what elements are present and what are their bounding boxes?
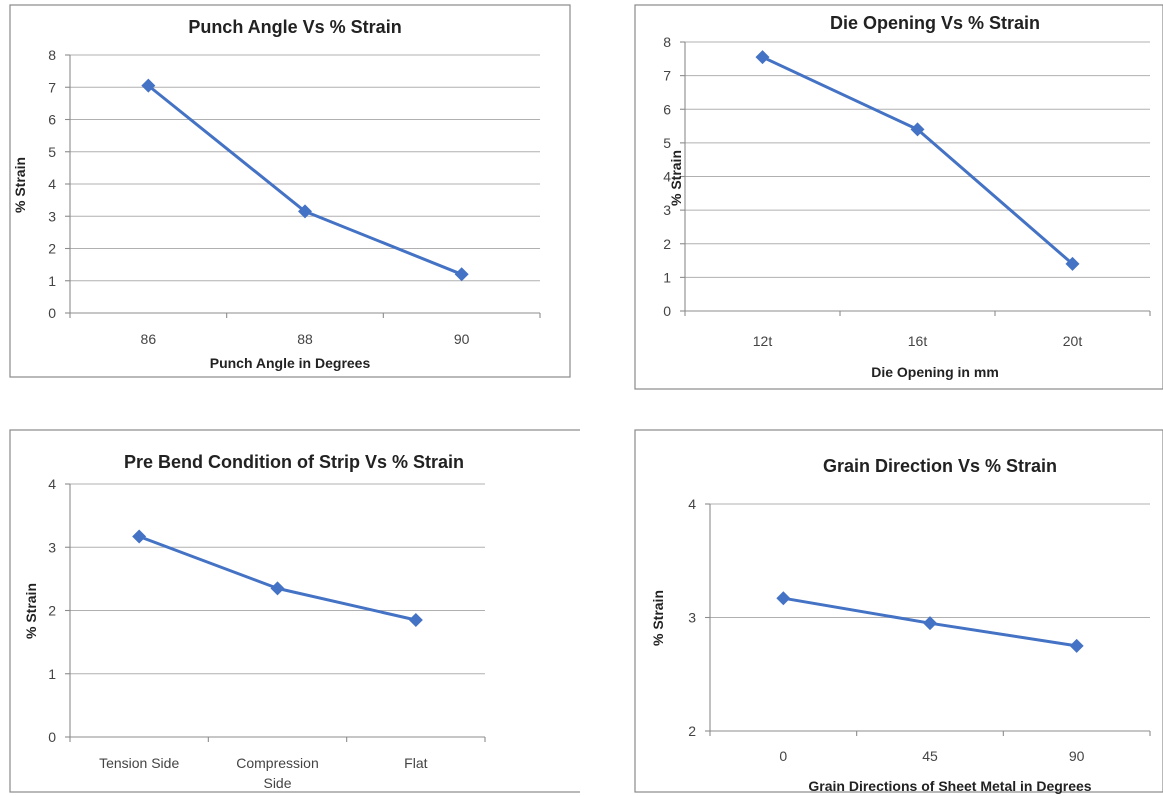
y-tick-label: 3 xyxy=(48,208,56,224)
y-tick-label: 4 xyxy=(663,169,671,185)
y-tick-label: 0 xyxy=(48,305,56,321)
y-tick-label: 8 xyxy=(48,47,56,63)
y-tick-label: 7 xyxy=(48,79,56,95)
x-tick-label: 20t xyxy=(1063,333,1083,349)
chart-panel-3: 0 1 2 3 4 Tension Side Compression Side Flat Pre … xyxy=(0,398,589,796)
data-point xyxy=(923,616,937,631)
y-tick-label: 8 xyxy=(663,34,671,50)
chart-panel-4: 2 3 4 0 45 90 Grain Direction Vs % Strain Grain… xyxy=(580,398,1163,796)
y-tick-label: 1 xyxy=(663,269,671,285)
chart-frame xyxy=(634,429,1163,793)
y-tick-label: 1 xyxy=(48,666,56,682)
data-point xyxy=(454,267,469,282)
data-point xyxy=(1069,638,1084,653)
y-tick-label: 2 xyxy=(48,603,56,619)
x-axis-label: Punch Angle in Degrees xyxy=(210,355,371,371)
x-tick-label: Flat xyxy=(404,755,427,771)
y-tick-label: 3 xyxy=(663,202,671,218)
data-point xyxy=(1065,256,1080,271)
y-tick-label: 6 xyxy=(663,101,671,117)
y-tick-label: 1 xyxy=(48,273,56,289)
y-tick-label: 3 xyxy=(48,539,56,555)
x-tick-label: Tension Side xyxy=(99,755,179,771)
y-tick-label: 0 xyxy=(48,729,56,745)
y-tick-label: 4 xyxy=(48,176,56,192)
data-point xyxy=(910,122,925,137)
y-axis-label: % Strain xyxy=(650,590,666,646)
data-point xyxy=(298,204,312,219)
x-tick-label: Compression Side xyxy=(236,755,318,791)
chart-panel-1: 0 1 2 3 4 5 6 7 8 86 88 90 Punch Angle Vs % Strain Pu… xyxy=(0,0,580,390)
y-tick-label: 2 xyxy=(48,241,56,257)
series-line xyxy=(147,84,463,276)
data-point xyxy=(755,50,770,65)
chart-svg-4: 2 3 4 0 45 90 Grain Direction Vs % Strain Grain… xyxy=(634,429,1163,794)
x-tick-label: 90 xyxy=(1069,748,1085,764)
data-point xyxy=(132,529,147,544)
data-point xyxy=(408,612,423,627)
chart-frame xyxy=(634,4,1163,390)
x-axis-label: Die Opening in mm xyxy=(871,364,999,380)
x-tick-label: 88 xyxy=(297,331,313,347)
chart-panel-2: 0 1 2 3 4 5 6 7 8 12t 16t 20t Die Opening Vs % Strai… xyxy=(580,0,1163,398)
data-point xyxy=(776,591,791,606)
data-point xyxy=(270,581,285,596)
series-line xyxy=(138,535,417,622)
y-axis-label: % Strain xyxy=(668,150,684,206)
y-tick-label: 4 xyxy=(48,476,56,492)
y-axis-label: % Strain xyxy=(12,157,28,213)
chart-title: Pre Bend Condition of Strip Vs % Strain xyxy=(124,452,464,472)
y-tick-label: 6 xyxy=(48,112,56,128)
x-tick-label: 16t xyxy=(908,333,928,349)
x-axis-label: Grain Directions of Sheet Metal in Degre… xyxy=(808,778,1091,794)
chart-title: Punch Angle Vs % Strain xyxy=(188,17,401,37)
y-tick-label: 2 xyxy=(663,236,671,252)
x-tick-label: 12t xyxy=(753,333,773,349)
y-tick-label: 2 xyxy=(688,723,696,739)
data-point xyxy=(141,78,156,93)
y-tick-label: 4 xyxy=(688,496,696,512)
chart-svg-3: 0 1 2 3 4 Tension Side Compression Side Flat Pre … xyxy=(9,429,589,793)
chart-svg-2: 0 1 2 3 4 5 6 7 8 12t 16t 20t Die Opening Vs % Strai… xyxy=(634,4,1163,390)
x-tick-label: 0 xyxy=(779,748,787,764)
y-tick-label: 0 xyxy=(663,303,671,319)
y-axis-label: % Strain xyxy=(23,583,39,639)
chart-title: Die Opening Vs % Strain xyxy=(830,13,1040,33)
x-tick-label: 45 xyxy=(922,748,938,764)
series-line xyxy=(761,55,1074,266)
chart-title: Grain Direction Vs % Strain xyxy=(823,456,1057,476)
chart-svg-1: 0 1 2 3 4 5 6 7 8 86 88 90 Punch Angle Vs % Strain Pu… xyxy=(9,4,571,378)
y-tick-label: 3 xyxy=(688,610,696,626)
y-tick-label: 5 xyxy=(48,144,56,160)
x-tick-label: 86 xyxy=(141,331,157,347)
chart-frame xyxy=(9,4,571,378)
y-tick-label: 7 xyxy=(663,68,671,84)
x-tick-label: 90 xyxy=(454,331,470,347)
y-tick-label: 5 xyxy=(663,135,671,151)
